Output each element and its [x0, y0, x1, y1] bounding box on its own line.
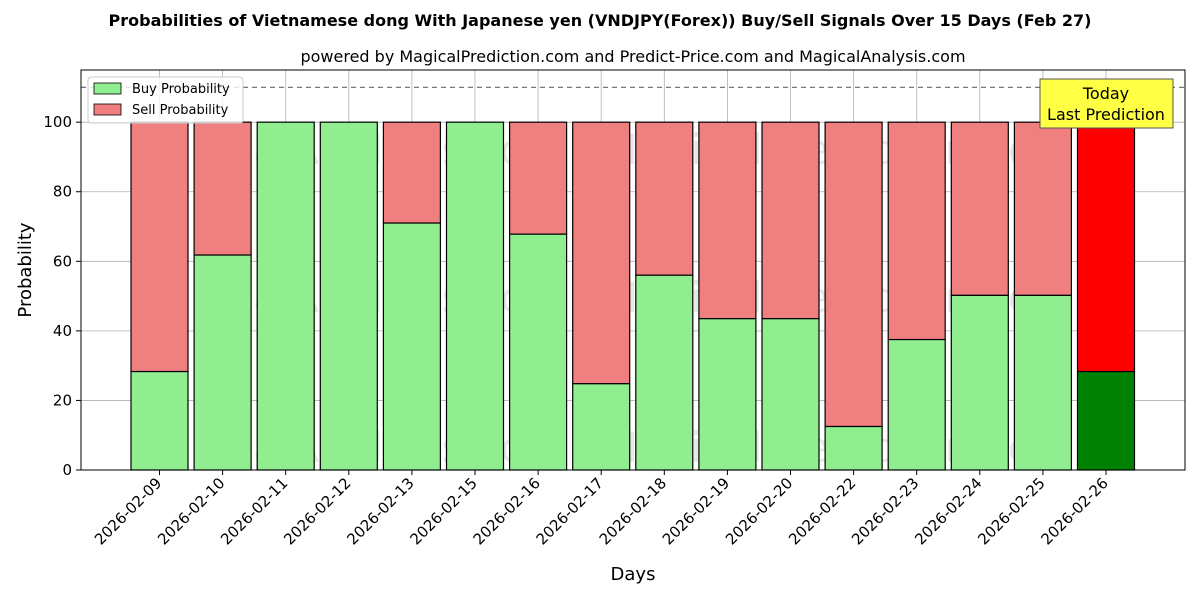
x-axis-label: Days	[611, 564, 656, 585]
bar-buy-2026-02-18	[635, 274, 694, 471]
bar-buy-2026-02-16	[509, 233, 568, 471]
bar-buy-2026-02-10	[193, 254, 252, 471]
x-tick-label: 2026-02-26	[1037, 474, 1111, 548]
bar-sell-2026-02-26	[1076, 121, 1136, 373]
bars-group	[130, 121, 1136, 471]
bar-sell-2026-02-09	[130, 121, 189, 373]
bar-sell-2026-02-23	[887, 121, 946, 341]
bar-buy-2026-02-25	[1013, 294, 1073, 471]
legend-swatch-buy	[93, 82, 122, 95]
bar-sell-2026-02-22	[824, 121, 883, 428]
x-tick-label: 2026-02-15	[406, 474, 480, 548]
legend: Buy Probability Sell Probability	[87, 76, 244, 124]
y-axis-label: Probability	[15, 222, 36, 317]
bar-buy-2026-02-20	[761, 318, 820, 471]
legend-box	[87, 76, 244, 124]
x-tick-label: 2026-02-19	[659, 474, 733, 548]
today-annotation: Today Last Prediction	[1039, 78, 1174, 129]
x-tick-label: 2026-02-17	[533, 474, 607, 548]
legend-label-buy: Buy Probability	[132, 82, 230, 97]
chart-subtitle: powered by MagicalPrediction.com and Pre…	[300, 47, 965, 66]
bar-buy-2026-02-11	[256, 121, 315, 471]
bar-sell-2026-02-18	[635, 121, 694, 276]
y-tick-label: 80	[53, 183, 72, 201]
legend-swatch-sell	[93, 103, 122, 116]
x-tick-label: 2026-02-11	[217, 474, 291, 548]
bar-buy-2026-02-12	[319, 121, 378, 471]
bar-buy-2026-02-24	[950, 294, 1009, 471]
chart-title: Probabilities of Vietnamese dong With Ja…	[109, 11, 1092, 30]
bar-sell-2026-02-20	[761, 121, 820, 320]
x-tick-label: 2026-02-25	[974, 474, 1048, 548]
x-tick-label: 2026-02-18	[596, 474, 670, 548]
bar-sell-2026-02-25	[1013, 121, 1073, 296]
today-annotation-line-2: Last Prediction	[1047, 105, 1165, 124]
x-tick-label: 2026-02-24	[911, 474, 985, 548]
plot-frame	[80, 69, 1186, 471]
x-tick-label: 2026-02-09	[91, 474, 165, 548]
bar-sell-2026-02-19	[698, 121, 757, 320]
x-tick-label: 2026-02-10	[154, 474, 228, 548]
bar-buy-2026-02-17	[572, 383, 631, 471]
bar-sell-2026-02-16	[509, 121, 568, 235]
bar-sell-2026-02-10	[193, 121, 252, 256]
y-axis: 0 20 40 60 80 100	[43, 113, 81, 479]
y-tick-label: 20	[53, 391, 72, 409]
x-tick-label: 2026-02-22	[785, 474, 859, 548]
y-tick-label: 60	[53, 252, 72, 270]
bar-sell-2026-02-24	[950, 121, 1009, 296]
y-tick-label: 0	[62, 461, 72, 479]
bar-buy-2026-02-23	[887, 338, 946, 471]
x-axis: 2026-02-092026-02-102026-02-112026-02-12…	[91, 470, 1112, 548]
bar-buy-2026-02-13	[382, 222, 441, 471]
bar-buy-2026-02-22	[824, 425, 883, 471]
bar-sell-2026-02-13	[382, 121, 441, 224]
bar-buy-2026-02-09	[130, 370, 189, 471]
legend-label-sell: Sell Probability	[132, 103, 229, 118]
x-tick-label: 2026-02-13	[343, 474, 417, 548]
y-tick-label: 100	[43, 113, 72, 131]
y-tick-label: 40	[53, 322, 72, 340]
bar-buy-2026-02-15	[445, 121, 505, 471]
bar-buy-2026-02-26	[1076, 370, 1136, 471]
bar-buy-2026-02-19	[698, 318, 757, 471]
x-tick-label: 2026-02-12	[280, 474, 354, 548]
x-tick-label: 2026-02-16	[470, 474, 544, 548]
x-tick-label: 2026-02-20	[722, 474, 796, 548]
today-annotation-line-1: Today	[1082, 84, 1129, 103]
x-tick-label: 2026-02-23	[848, 474, 922, 548]
bar-sell-2026-02-17	[572, 121, 631, 385]
today-annotation-box	[1039, 78, 1174, 129]
